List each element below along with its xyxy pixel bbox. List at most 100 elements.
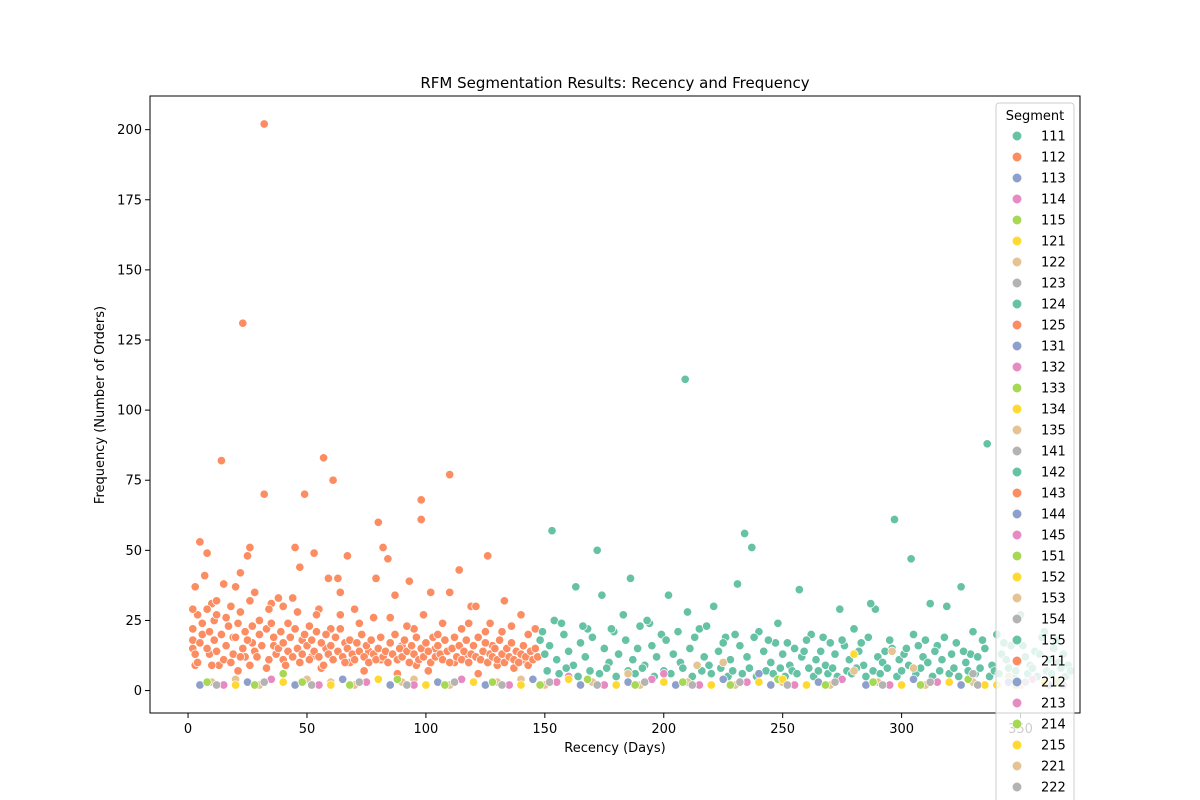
data-point bbox=[956, 582, 966, 592]
data-point bbox=[219, 579, 229, 589]
data-point bbox=[594, 669, 605, 679]
data-point bbox=[278, 601, 288, 611]
legend-marker bbox=[1011, 172, 1023, 184]
data-point bbox=[942, 601, 952, 611]
data-point bbox=[585, 666, 595, 676]
series-0 bbox=[188, 119, 543, 679]
y-tick-label: 125 bbox=[117, 333, 142, 348]
data-point bbox=[261, 663, 272, 673]
data-point bbox=[920, 635, 930, 645]
legend-label: 132 bbox=[1041, 361, 1066, 376]
data-point bbox=[473, 669, 483, 679]
data-point bbox=[642, 615, 652, 626]
legend-title: Segment bbox=[1006, 109, 1065, 124]
data-point bbox=[376, 632, 386, 642]
legend-label: 131 bbox=[1041, 340, 1066, 355]
legend-marker bbox=[1011, 613, 1023, 625]
data-point bbox=[323, 573, 333, 583]
data-point bbox=[242, 551, 253, 561]
legend-entry: 212 bbox=[1011, 676, 1066, 691]
data-point bbox=[575, 638, 586, 648]
data-point bbox=[231, 582, 241, 592]
legend-entry: 145 bbox=[1011, 529, 1066, 544]
legend-entry: 132 bbox=[1011, 361, 1066, 376]
data-point bbox=[628, 655, 638, 665]
data-point bbox=[939, 632, 949, 642]
series-6 bbox=[231, 649, 1049, 690]
data-point bbox=[254, 615, 264, 626]
data-point bbox=[514, 657, 524, 668]
data-point bbox=[690, 632, 700, 642]
data-point bbox=[433, 629, 443, 640]
data-point bbox=[908, 674, 919, 684]
data-point bbox=[564, 646, 574, 656]
data-point bbox=[335, 587, 345, 597]
data-point bbox=[597, 590, 607, 600]
data-point bbox=[766, 680, 776, 690]
legend-entry: 133 bbox=[1011, 382, 1066, 397]
data-point bbox=[473, 632, 483, 642]
legend-entry: 143 bbox=[1011, 487, 1066, 502]
legend: Segment 111 112 113 114 115 121 122 123 124 125 13… bbox=[995, 102, 1075, 800]
data-point bbox=[754, 669, 764, 679]
data-point bbox=[354, 677, 364, 687]
legend-label: 214 bbox=[1041, 718, 1066, 733]
legend-entry: 113 bbox=[1011, 172, 1066, 187]
data-point bbox=[340, 657, 350, 668]
data-point bbox=[535, 635, 545, 645]
data-point bbox=[328, 655, 338, 665]
data-point bbox=[692, 660, 702, 670]
data-point bbox=[863, 632, 873, 642]
data-point bbox=[885, 635, 895, 645]
legend-label: 213 bbox=[1041, 697, 1066, 712]
data-point bbox=[682, 607, 693, 617]
data-point bbox=[212, 680, 222, 690]
legend-label: 112 bbox=[1041, 151, 1066, 166]
data-point bbox=[618, 610, 628, 620]
data-point bbox=[908, 629, 919, 640]
data-point bbox=[625, 573, 636, 583]
data-point bbox=[830, 677, 840, 687]
data-point bbox=[640, 677, 650, 687]
data-point bbox=[221, 641, 231, 651]
data-point bbox=[449, 632, 460, 642]
data-point bbox=[383, 657, 393, 668]
legend-marker bbox=[1011, 130, 1023, 142]
y-tick-label: 100 bbox=[117, 404, 142, 419]
data-point bbox=[404, 576, 414, 586]
data-point bbox=[951, 638, 961, 648]
data-point bbox=[659, 677, 669, 687]
data-point bbox=[763, 635, 773, 645]
data-point bbox=[207, 660, 217, 670]
legend-label: 143 bbox=[1041, 487, 1066, 502]
y-tick-label: 75 bbox=[125, 474, 142, 489]
data-point bbox=[925, 599, 935, 609]
legend-marker bbox=[1011, 697, 1023, 709]
legend-label: 122 bbox=[1041, 256, 1066, 271]
legend-label: 153 bbox=[1041, 592, 1066, 607]
data-point bbox=[980, 643, 990, 654]
data-point bbox=[426, 587, 436, 597]
legend-label: 125 bbox=[1041, 319, 1066, 334]
data-point bbox=[659, 669, 669, 679]
data-point bbox=[754, 677, 764, 687]
data-point bbox=[744, 663, 754, 673]
data-point bbox=[212, 646, 222, 656]
data-point bbox=[468, 641, 479, 651]
data-point bbox=[342, 551, 352, 561]
data-point bbox=[799, 646, 809, 656]
legend-marker bbox=[1011, 487, 1023, 499]
legend-label: 135 bbox=[1041, 424, 1066, 439]
data-point bbox=[416, 514, 426, 525]
data-point bbox=[535, 680, 545, 690]
data-point bbox=[545, 677, 555, 687]
data-point bbox=[445, 587, 455, 597]
data-point bbox=[407, 641, 417, 651]
legend-entry: 215 bbox=[1011, 739, 1066, 754]
legend-label: 121 bbox=[1041, 235, 1066, 250]
data-point bbox=[373, 517, 383, 527]
data-point bbox=[190, 582, 200, 592]
data-point bbox=[245, 542, 255, 553]
data-point bbox=[357, 629, 367, 640]
